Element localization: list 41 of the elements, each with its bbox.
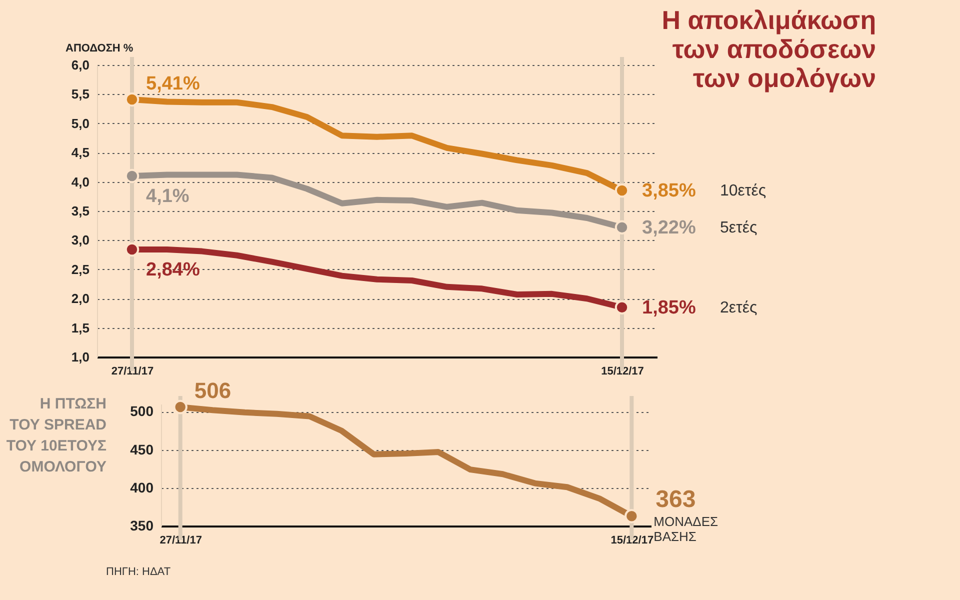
data-label: 1,85% [642, 297, 696, 318]
data-label: 3,22% [642, 217, 696, 238]
y-tick-label: 5,5 [71, 86, 90, 102]
y-axis-title: ΑΠΟΔΟΣΗ % [66, 42, 134, 54]
y-tick-label: 2,5 [71, 262, 90, 277]
text: 5ετές [720, 219, 758, 236]
y-tick-label: 3,5 [71, 204, 90, 218]
point [614, 220, 630, 234]
point [614, 183, 630, 198]
x-tick-label: 27/11/17 [111, 366, 154, 378]
point [124, 242, 140, 257]
data-label: 506 [194, 378, 232, 404]
y-tick-label: 400 [130, 479, 154, 496]
y-tick-label: 4,0 [71, 174, 90, 190]
y-axis-title: Η ΠΤΩΣΗ ΤΟΥ SPREAD ΤΟΥ 10ΕΤΟΥΣ ΟΜΟΛΟΓΟΥ [6, 396, 107, 476]
point [124, 168, 140, 184]
x-tick-label: 27/11/17 [160, 534, 202, 546]
annotation: ΜΟΝΑΔΕΣ ΒΑΣΗΣ [654, 514, 718, 544]
y-tick-label: 3,0 [71, 232, 90, 248]
y-tick-label: 1,0 [71, 350, 90, 364]
data-label: 2,84% [146, 260, 200, 281]
y-tick-label: 350 [130, 518, 154, 534]
y-tick-label: 4,5 [71, 145, 90, 160]
y-tick-label: 6,0 [71, 58, 90, 72]
y-tick-label: 5,0 [71, 116, 90, 131]
data-label: 5,41% [146, 73, 200, 94]
data-label: 4,1% [146, 186, 190, 207]
x-tick-label: 15/12/17 [610, 534, 654, 546]
point [614, 300, 630, 314]
y-tick-label: 1,5 [71, 320, 90, 336]
x-tick-label: 15/12/17 [601, 366, 644, 378]
data-label: 363 [656, 486, 696, 514]
text: ΠΗΓΗ: ΗΔΑΤ [106, 566, 171, 578]
y-tick-label: 2,0 [71, 291, 90, 306]
y-tick-label: 450 [130, 441, 154, 458]
point [124, 92, 140, 107]
y-tick-label: 500 [130, 403, 154, 420]
data-label: 3,85% [642, 180, 696, 202]
text: 10ετές [720, 182, 766, 200]
text: 2ετές [720, 299, 758, 316]
text: Η αποκλιμάκωση των αποδόσεων των ομολόγων [662, 5, 876, 93]
